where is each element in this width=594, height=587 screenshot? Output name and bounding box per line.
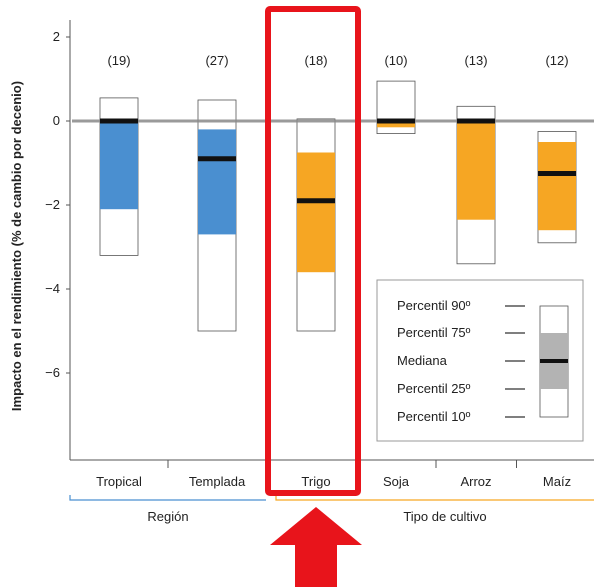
highlight-layer [265,6,362,587]
sample-count: (18) [304,53,327,68]
group-label: Región [147,509,188,524]
category-label: Templada [189,474,246,489]
sample-count: (13) [464,53,487,68]
category-label: Arroz [460,474,491,489]
boxes-layer [99,80,577,332]
box-p25-p75 [457,121,495,220]
legend-entry-label: Percentil 75º [397,325,471,340]
sample-count: (12) [545,53,568,68]
group-label: Tipo de cultivo [403,509,486,524]
y-tick-label: −6 [45,365,60,380]
box-p25-p75 [538,142,576,231]
box-p25-p75 [297,152,335,273]
medians-layer [100,118,576,204]
legend-layer: Percentil 90º Percentil 75º Mediana Percent… [376,279,584,442]
axes-layer [66,20,594,501]
sample-count: (27) [205,53,228,68]
sample-count: (10) [384,53,407,68]
sample-count: (19) [107,53,130,68]
group-bracket [275,495,594,501]
category-label: Trigo [301,474,330,489]
y-tick-label: 2 [53,29,60,44]
category-label: Tropical [96,474,142,489]
highlight-arrow [270,507,362,587]
legend-entry-label: Percentil 25º [397,381,471,396]
y-tick-label: 0 [53,113,60,128]
box-p25-p75 [100,121,138,210]
category-label: Maíz [543,474,571,489]
y-tick-label: −4 [45,281,60,296]
y-axis-label: Impacto en el rendimiento (% de cambio p… [9,81,24,411]
box-p25-p75 [377,121,415,128]
y-tick-label: −2 [45,197,60,212]
group-bracket [69,495,266,501]
labels-layer: 2 0 −2 −4 −6 (19) (27) (18) (10) (13) (12) Tropical… [45,29,571,524]
legend-entry-label: Mediana [397,353,448,368]
highlight-frame [265,6,361,496]
legend-entry-label: Percentil 10º [397,409,471,424]
box-p25-p75 [198,129,236,235]
legend-entry-label: Percentil 90º [397,298,471,313]
category-label: Soja [383,474,410,489]
